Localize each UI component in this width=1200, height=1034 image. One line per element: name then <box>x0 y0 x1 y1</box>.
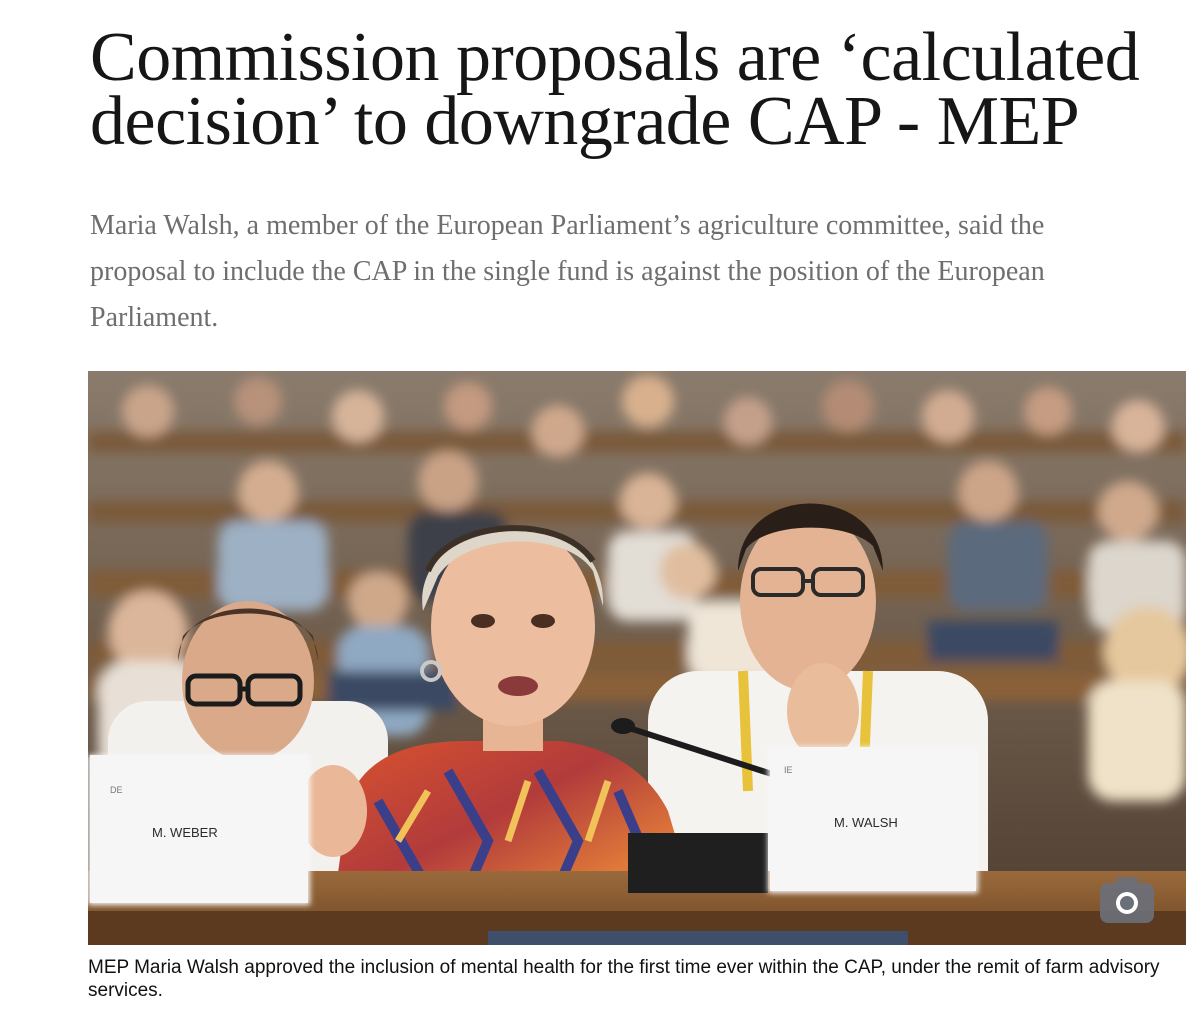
standfirst: Maria Walsh, a member of the European Pa… <box>90 210 1045 333</box>
article-photo[interactable]: DE M. WEBER IE M. WALSH <box>88 371 1186 945</box>
nameplate-right-name: M. WALSH <box>834 815 898 830</box>
nameplate-left-name: M. WEBER <box>152 825 218 840</box>
headline: Commission proposals are ‘calculated dec… <box>90 19 1140 160</box>
photo-caption: MEP Maria Walsh approved the inclusion o… <box>88 957 1160 1001</box>
nameplate-left: DE M. WEBER <box>90 755 308 903</box>
nameplate-left-country: DE <box>110 785 123 795</box>
nameplate-right-country: IE <box>784 765 793 775</box>
nameplate-right: IE M. WALSH <box>770 747 976 891</box>
camera-icon[interactable] <box>1100 877 1154 923</box>
